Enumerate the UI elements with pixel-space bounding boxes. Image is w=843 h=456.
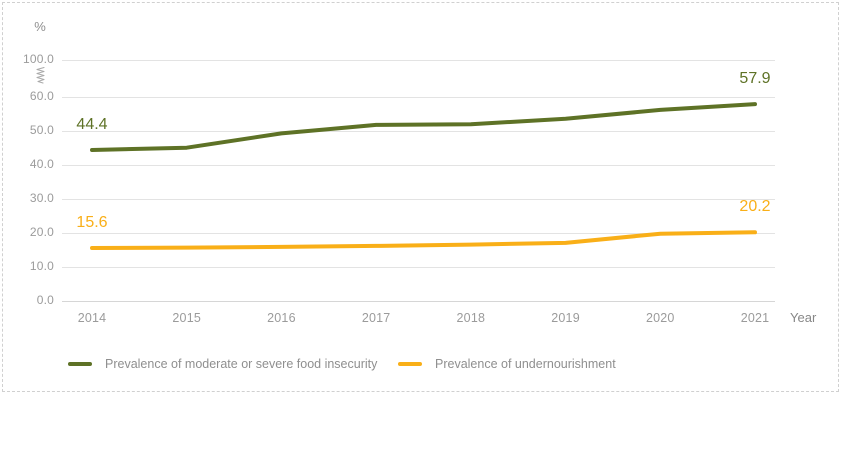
value-label: 20.2 [739,198,771,216]
y-tick-label: 40.0 [29,157,54,171]
y-tick-label: 100.0 [22,52,54,66]
axis-break-icon [36,66,45,84]
x-tick-label: 2016 [267,311,296,325]
gridline [62,233,775,234]
gridline [62,301,775,302]
gridline [62,97,775,98]
legend-label: Prevalence of undernourishment [435,357,616,371]
value-label: 15.6 [76,213,108,231]
legend-label: Prevalence of moderate or severe food in… [105,357,378,371]
dashed-frame [2,2,839,392]
y-axis-unit-label: % [34,19,46,34]
gridline [62,131,775,132]
value-label: 44.4 [76,116,108,134]
x-tick-label: 2020 [645,311,675,325]
gridline [62,165,775,166]
x-axis-title: Year [790,310,817,325]
x-tick-label: 2017 [361,311,391,325]
gridline [62,199,775,200]
x-tick-label: 2019 [551,311,580,325]
y-tick-label: 50.0 [29,123,54,137]
x-tick-label: 2014 [77,311,107,325]
legend-item: Prevalence of undernourishment [398,355,616,373]
series-line [90,230,757,250]
y-tick-label: 0.0 [36,293,54,307]
y-tick-label: 30.0 [29,191,54,205]
series-line [90,102,757,152]
legend-swatch-icon [398,362,422,366]
y-tick-label: 20.0 [29,225,54,239]
value-label: 57.9 [739,70,771,88]
gridline [62,267,775,268]
x-tick-label: 2021 [740,311,770,325]
legend-item: Prevalence of moderate or severe food in… [68,355,377,373]
x-tick-label: 2015 [172,311,201,325]
y-tick-label: 60.0 [29,89,54,103]
y-tick-label: 10.0 [29,259,54,273]
gridline [62,60,775,61]
legend-swatch-icon [68,362,92,366]
x-tick-label: 2018 [456,311,486,325]
